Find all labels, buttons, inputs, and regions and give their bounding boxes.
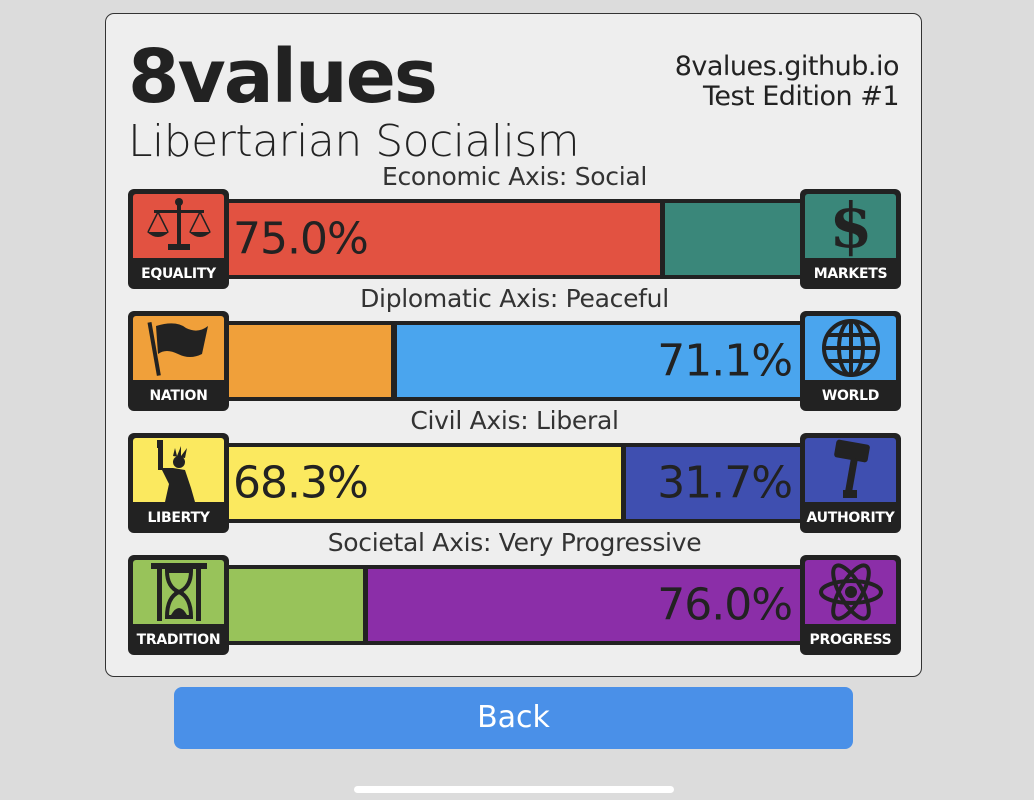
right-segment: 71.1% xyxy=(396,325,806,397)
right-percentage: 71.1% xyxy=(657,335,793,387)
right-badge-label: WORLD xyxy=(821,388,880,404)
right-badge: $ MARKETS xyxy=(800,189,901,289)
right-segment xyxy=(665,203,806,275)
back-button[interactable]: Back xyxy=(174,687,853,749)
right-badge: AUTHORITY xyxy=(800,433,901,533)
left-badge-label: NATION xyxy=(149,388,208,404)
left-segment xyxy=(223,569,363,641)
site-info: 8values.github.io Test Edition #1 xyxy=(674,51,900,112)
axis-label: Economic Axis: Social xyxy=(381,162,648,191)
right-badge: PROGRESS xyxy=(800,555,901,655)
left-badge: NATION xyxy=(128,311,229,411)
axis-label: Diplomatic Axis: Peaceful xyxy=(360,284,669,313)
right-badge: WORLD xyxy=(800,311,901,411)
left-percentage: 75.0% xyxy=(233,213,369,265)
axis-bar: 71.1% xyxy=(223,321,806,401)
axis-bar: 68.3% 31.7% xyxy=(223,443,806,523)
left-badge: LIBERTY xyxy=(128,433,229,533)
left-badge: EQUALITY xyxy=(128,189,229,289)
right-segment: 31.7% xyxy=(626,447,806,519)
axis-label: Societal Axis: Very Progressive xyxy=(327,528,702,557)
left-badge-label: EQUALITY xyxy=(141,266,216,282)
home-indicator[interactable] xyxy=(354,786,674,793)
left-badge: TRADITION xyxy=(128,555,229,655)
axis-bar: 75.0% xyxy=(223,199,806,279)
left-segment: 68.3% xyxy=(223,447,622,519)
axis-row: Diplomatic Axis: Peaceful 71.1% NATION W… xyxy=(128,285,901,411)
right-badge-label: AUTHORITY xyxy=(806,510,895,526)
axis-bar: 76.0% xyxy=(223,565,806,645)
axis-row: Economic Axis: Social 75.0% EQUALITY $ M… xyxy=(128,163,901,289)
axis-row: Societal Axis: Very Progressive 76.0% TR… xyxy=(128,529,901,655)
results-card: 8values Libertarian Socialism 8values.gi… xyxy=(105,13,922,677)
app-title: 8values xyxy=(128,34,438,120)
right-segment: 76.0% xyxy=(367,569,806,641)
ideology-result: Libertarian Socialism xyxy=(128,116,580,167)
right-badge-label: MARKETS xyxy=(813,266,888,282)
site-url: 8values.github.io xyxy=(674,51,900,82)
left-badge-label: TRADITION xyxy=(136,632,221,648)
axis-label: Civil Axis: Liberal xyxy=(410,406,619,435)
left-segment xyxy=(223,325,392,397)
left-segment: 75.0% xyxy=(223,203,661,275)
axis-row: Civil Axis: Liberal 68.3% 31.7% LIBERTY … xyxy=(128,407,901,533)
left-percentage: 68.3% xyxy=(233,457,369,509)
left-badge-label: LIBERTY xyxy=(147,510,210,526)
right-percentage: 31.7% xyxy=(657,457,793,509)
right-percentage: 76.0% xyxy=(657,579,793,631)
right-badge-label: PROGRESS xyxy=(809,632,892,648)
edition-label: Test Edition #1 xyxy=(702,81,900,112)
svg-text:$: $ xyxy=(829,195,872,257)
